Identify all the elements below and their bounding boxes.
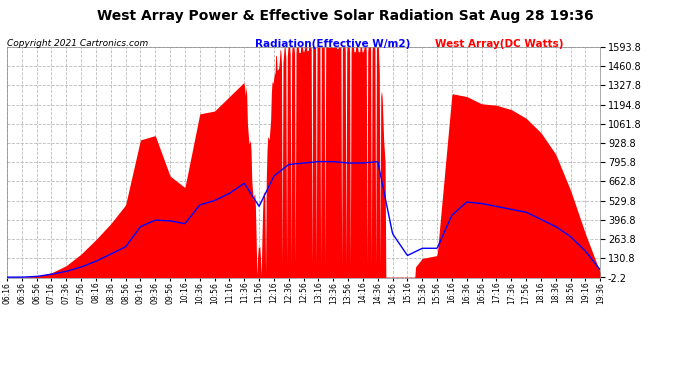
Text: Radiation(Effective W/m2): Radiation(Effective W/m2) [255,39,411,50]
Text: Copyright 2021 Cartronics.com: Copyright 2021 Cartronics.com [7,39,148,48]
Text: West Array(DC Watts): West Array(DC Watts) [435,39,563,50]
Text: West Array Power & Effective Solar Radiation Sat Aug 28 19:36: West Array Power & Effective Solar Radia… [97,9,593,23]
